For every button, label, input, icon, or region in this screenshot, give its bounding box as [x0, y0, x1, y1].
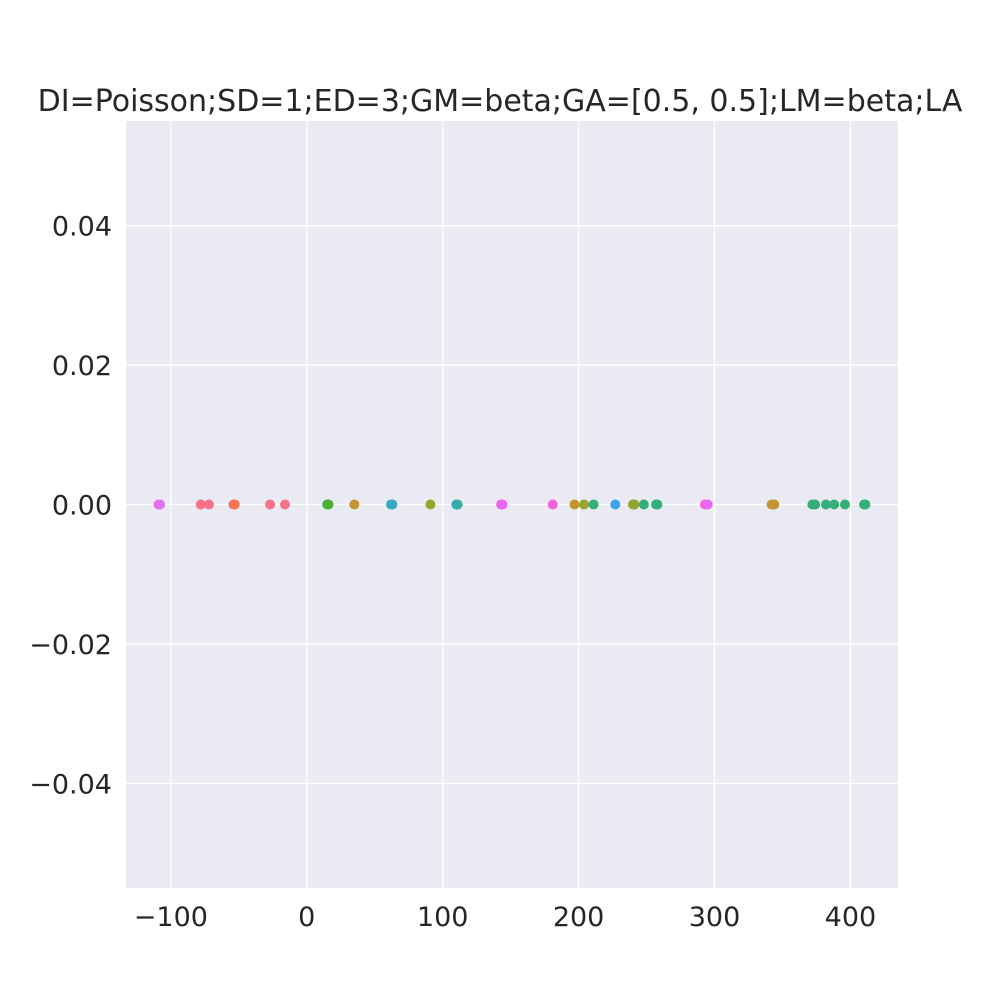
x-tick-label: 200	[553, 902, 605, 933]
data-point	[497, 499, 508, 510]
data-point	[610, 499, 621, 510]
data-point	[154, 499, 165, 510]
y-tick-label: 0.04	[52, 212, 112, 243]
data-point	[547, 499, 558, 510]
x-tick-label: 400	[825, 902, 877, 933]
data-point	[829, 499, 840, 510]
data-point	[452, 499, 463, 510]
chart-title: DI=Poisson;SD=1;ED=3;GM=beta;GA=[0.5, 0.…	[38, 84, 963, 119]
data-point	[839, 499, 850, 510]
x-axis-ticks: −100 0 100 200 300 400	[134, 902, 876, 933]
x-tick-label: 0	[298, 902, 315, 933]
grid-lines	[126, 121, 898, 888]
data-point	[629, 499, 640, 510]
data-point	[638, 499, 649, 510]
data-point	[425, 499, 436, 510]
data-point	[810, 499, 821, 510]
data-point	[588, 499, 599, 510]
data-point	[769, 499, 780, 510]
data-point	[387, 499, 398, 510]
y-tick-label: 0.02	[52, 351, 112, 382]
y-tick-label: −0.02	[29, 630, 112, 661]
data-point	[229, 499, 240, 510]
y-axis-ticks: −0.04 −0.02 0.00 0.02 0.04	[29, 212, 112, 801]
data-point	[579, 499, 590, 510]
data-point	[702, 499, 713, 510]
data-point	[860, 499, 871, 510]
data-point	[265, 499, 276, 510]
data-point	[820, 499, 831, 510]
data-points	[153, 499, 871, 510]
data-point	[323, 499, 334, 510]
data-point	[569, 499, 580, 510]
y-tick-label: 0.00	[52, 491, 112, 522]
data-point	[652, 499, 663, 510]
data-point	[203, 499, 214, 510]
x-tick-label: 100	[417, 902, 469, 933]
y-tick-label: −0.04	[29, 769, 112, 800]
x-tick-label: 300	[689, 902, 741, 933]
x-tick-label: −100	[134, 902, 208, 933]
data-point	[349, 499, 360, 510]
data-point	[195, 499, 206, 510]
data-point	[280, 499, 291, 510]
